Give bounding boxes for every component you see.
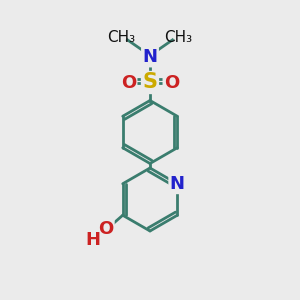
Text: N: N (142, 48, 158, 66)
Text: O: O (121, 74, 136, 92)
Text: CH₃: CH₃ (164, 30, 193, 45)
Text: S: S (142, 73, 158, 92)
Text: O: O (98, 220, 113, 238)
Text: CH₃: CH₃ (107, 30, 136, 45)
Text: H: H (85, 231, 100, 249)
Text: N: N (170, 175, 185, 193)
Text: O: O (164, 74, 179, 92)
